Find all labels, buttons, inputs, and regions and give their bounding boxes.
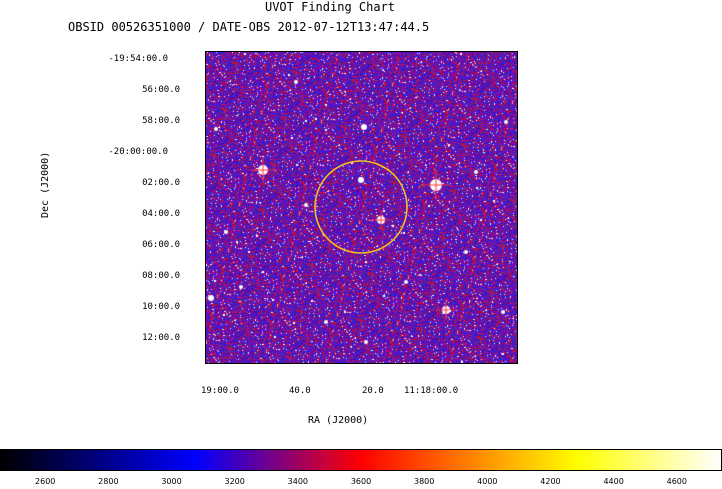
chart-title: UVOT Finding Chart bbox=[264, 0, 396, 14]
colorbar-tick-label: 4400 bbox=[603, 477, 624, 486]
dec-axis-label: Dec (J2000) bbox=[40, 151, 51, 218]
dec-tick-label: 58:00.0 bbox=[142, 116, 180, 126]
ra-axis-label: RA (J2000) bbox=[308, 415, 369, 426]
dec-tick-label: 12:00.0 bbox=[142, 333, 180, 343]
dec-tick-label: 04:00.0 bbox=[142, 209, 180, 219]
colorbar-tick-label: 4000 bbox=[477, 477, 498, 486]
ra-tick-label: 19:00.0 bbox=[201, 386, 239, 396]
dec-tick-label: 06:00.0 bbox=[142, 240, 180, 250]
sky-image bbox=[205, 51, 518, 364]
dec-tick-label: 56:00.0 bbox=[142, 85, 180, 95]
sky-noise-canvas bbox=[206, 52, 517, 363]
colorbar-tick-label: 2600 bbox=[35, 477, 56, 486]
dec-tick-label: -19:54:00.0 bbox=[108, 54, 168, 64]
ra-tick-label: 11:18:00.0 bbox=[404, 386, 459, 396]
dec-tick-label: 02:00.0 bbox=[142, 178, 180, 188]
colorbar bbox=[0, 449, 722, 471]
ra-tick-label: 20.0 bbox=[362, 386, 384, 396]
dec-tick-label: -20:00:00.0 bbox=[108, 147, 168, 157]
dec-tick-label: 08:00.0 bbox=[142, 271, 180, 281]
colorbar-tick-label: 3000 bbox=[161, 477, 182, 486]
colorbar-tick-label: 4600 bbox=[666, 477, 687, 486]
sky-overlay bbox=[314, 160, 408, 254]
colorbar-tick-label: 3400 bbox=[287, 477, 309, 486]
dec-tick-label: 10:00.0 bbox=[142, 302, 180, 312]
colorbar-tick-label: 2800 bbox=[98, 477, 119, 486]
observation-subtitle: OBSID 00526351000 / DATE-OBS 2012-07-12T… bbox=[68, 20, 430, 34]
target-region-circle bbox=[314, 160, 408, 254]
colorbar-tick-label: 3800 bbox=[413, 477, 435, 486]
colorbar-tick-label: 3600 bbox=[350, 477, 372, 486]
colorbar-tick-label: 3200 bbox=[224, 477, 245, 486]
colorbar-tick-label: 4200 bbox=[540, 477, 561, 486]
ra-tick-label: 40.0 bbox=[289, 386, 311, 396]
